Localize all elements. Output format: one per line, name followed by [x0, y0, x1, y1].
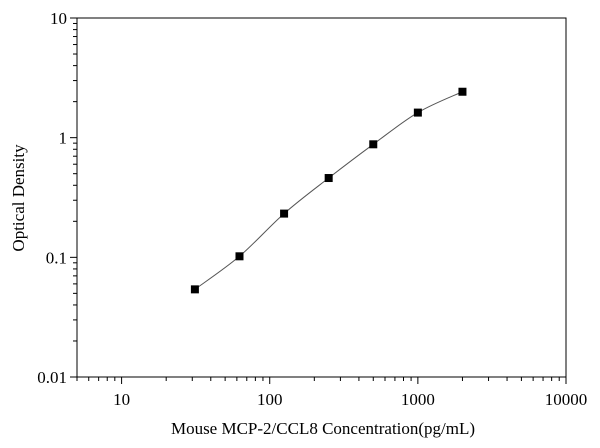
x-tick-label: 100 [257, 390, 283, 409]
data-points [190, 87, 467, 294]
x-tick-label: 10 [113, 390, 130, 409]
y-axis-title: Optical Density [9, 144, 28, 252]
data-point [324, 174, 333, 183]
data-point [369, 140, 378, 149]
data-point [413, 108, 422, 117]
data-point [458, 87, 467, 96]
y-axis: 0.01 0.1 1 10 [37, 9, 77, 387]
x-axis: 10 100 1000 10000 [76, 377, 588, 409]
x-axis-title: Mouse MCP-2/CCL8 Concentration(pg/mL) [171, 419, 475, 438]
y-tick-label: 0.01 [37, 368, 67, 387]
y-tick-label: 10 [50, 9, 67, 28]
y-tick-label: 0.1 [46, 248, 67, 267]
data-point [190, 285, 199, 294]
plot-area [76, 17, 567, 378]
fit-curve [194, 91, 463, 290]
y-tick-label: 1 [59, 129, 68, 148]
x-tick-label: 10000 [545, 390, 588, 409]
data-point [280, 209, 289, 218]
x-tick-label: 1000 [401, 390, 435, 409]
data-point [235, 252, 244, 261]
plot-frame [76, 17, 567, 378]
